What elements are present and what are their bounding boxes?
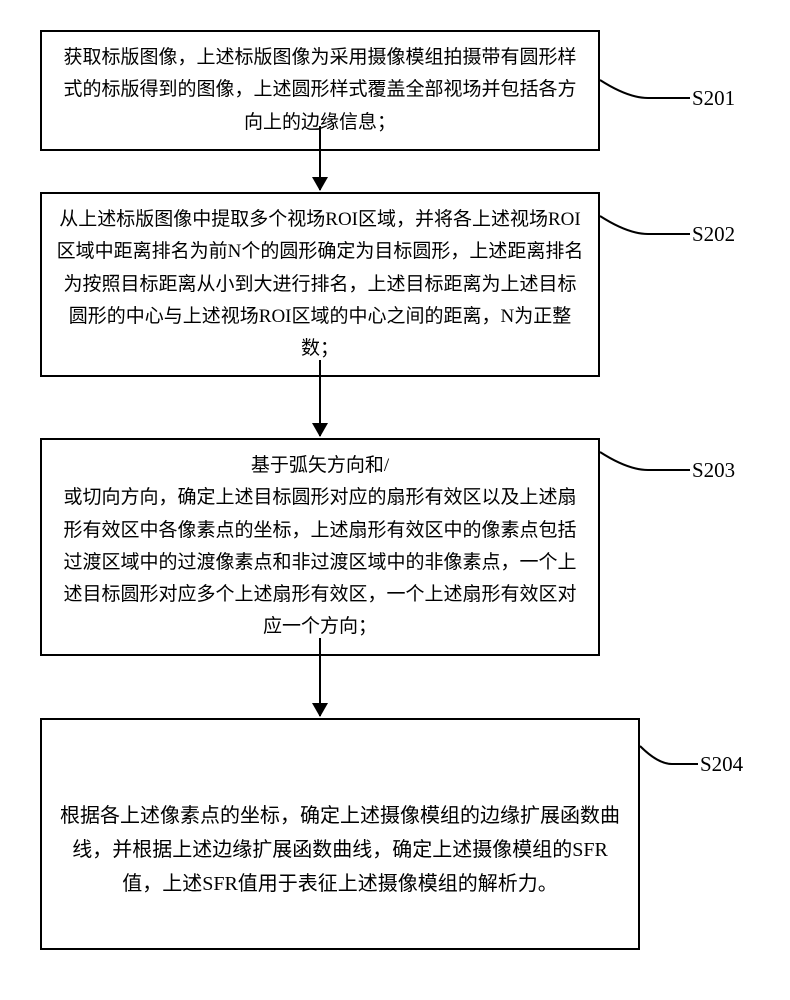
flow-arrow-1 [319,126,321,190]
label-connector-s201 [598,78,692,118]
flow-arrow-3 [319,638,321,716]
label-connector-s202 [598,214,692,254]
flow-step-s204: 根据各上述像素点的坐标，确定上述摄像模组的边缘扩展函数曲线，并根据上述边缘扩展函… [40,718,640,950]
flow-step-s201-text: 获取标版图像，上述标版图像为采用摄像模组拍摄带有圆形样式的标版得到的图像，上述圆… [56,42,584,139]
flow-step-s202: 从上述标版图像中提取多个视场ROI区域，并将各上述视场ROI区域中距离排名为前N… [40,192,600,377]
label-connector-s203 [598,450,692,490]
flow-step-s204-text: 根据各上述像素点的坐标，确定上述摄像模组的边缘扩展函数曲线，并根据上述边缘扩展函… [56,799,624,901]
flow-step-s203-line1: 基于弧矢方向和/ [56,450,584,482]
flow-arrow-2 [319,360,321,436]
label-connector-s204 [638,744,700,784]
flow-step-s203: 基于弧矢方向和/ 或切向方向，确定上述目标圆形对应的扇形有效区以及上述扇形有效区… [40,438,600,656]
flow-step-s202-text: 从上述标版图像中提取多个视场ROI区域，并将各上述视场ROI区域中距离排名为前N… [56,204,584,365]
step-label-s203: S203 [692,458,735,483]
step-label-s202: S202 [692,222,735,247]
step-label-s204: S204 [700,752,743,777]
step-label-s201: S201 [692,86,735,111]
flow-step-s203-line2: 或切向方向，确定上述目标圆形对应的扇形有效区以及上述扇形有效区中各像素点的坐标，… [56,482,584,643]
